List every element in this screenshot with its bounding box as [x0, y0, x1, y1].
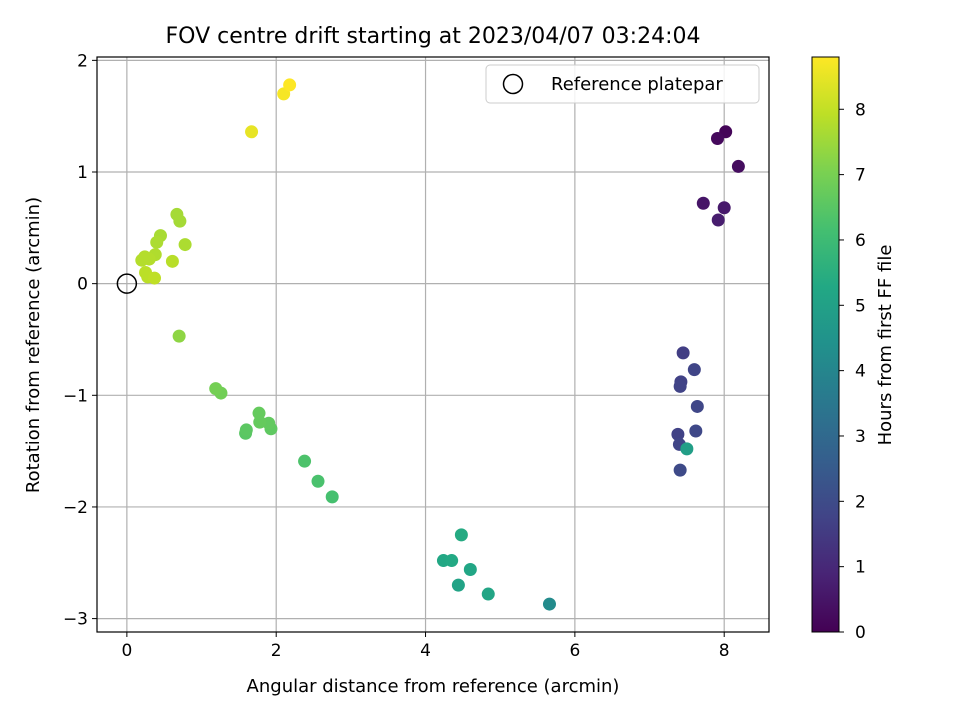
- scatter-point: [463, 562, 477, 576]
- scatter-point: [711, 213, 725, 227]
- x-tick-label: 4: [420, 641, 431, 661]
- y-tick-label: 0: [77, 275, 88, 295]
- scatter-point: [696, 196, 710, 210]
- scatter-point: [283, 78, 297, 92]
- scatter-point: [445, 554, 459, 568]
- scatter-points: [135, 78, 745, 611]
- legend-label: Reference platepar: [551, 74, 723, 95]
- scatter-point: [135, 253, 149, 267]
- scatter-point: [717, 201, 731, 215]
- scatter-point: [298, 454, 312, 468]
- scatter-point: [710, 132, 724, 146]
- y-tick-label: −1: [63, 386, 88, 406]
- colorbar-tick-label: 3: [855, 427, 866, 447]
- y-axis-label: Rotation from reference (arcmin): [23, 197, 44, 493]
- x-tick-label: 8: [719, 641, 730, 661]
- scatter-point: [731, 159, 745, 173]
- scatter-point: [673, 379, 687, 393]
- x-tick-label: 6: [569, 641, 580, 661]
- colorbar-ticks: 0 1 2 3 4 5 6 7 8: [839, 100, 866, 643]
- legend: Reference platepar: [485, 64, 760, 104]
- colorbar-label: Hours from first FF file: [875, 245, 896, 446]
- scatter-point: [252, 406, 266, 420]
- scatter-point: [451, 578, 465, 592]
- scatter-point: [172, 329, 186, 343]
- scatter-point: [481, 587, 495, 601]
- colorbar-tick-label: 2: [855, 492, 866, 512]
- chart-title: FOV centre drift starting at 2023/04/07 …: [166, 24, 701, 49]
- colorbar-tick-label: 6: [855, 231, 866, 251]
- scatter-point: [676, 346, 690, 360]
- scatter-point: [239, 423, 253, 437]
- legend-marker-icon: [502, 73, 524, 95]
- colorbar-tick-label: 8: [855, 100, 866, 120]
- scatter-point: [311, 474, 325, 488]
- x-axis-label: Angular distance from reference (arcmin): [247, 676, 620, 697]
- colorbar-tick-label: 1: [855, 558, 866, 578]
- y-tick-label: 2: [77, 51, 88, 71]
- scatter-point: [147, 271, 161, 285]
- colorbar-tick-label: 4: [855, 362, 866, 382]
- colorbar-tick-label: 0: [855, 623, 866, 643]
- scatter-point: [690, 399, 704, 413]
- y-tick-label: 1: [77, 163, 88, 183]
- scatter-point: [325, 490, 339, 504]
- scatter-point: [687, 363, 701, 377]
- colorbar-tick-label: 5: [855, 296, 866, 316]
- reference-platepar-marker: [116, 273, 138, 294]
- grid: [97, 57, 769, 632]
- y-tick-label: −3: [63, 610, 88, 630]
- scatter-point: [673, 463, 687, 477]
- scatter-point: [454, 528, 468, 542]
- scatter-point: [542, 597, 556, 611]
- colorbar-tick-label: 7: [855, 166, 866, 186]
- x-tick-label: 0: [121, 641, 132, 661]
- scatter-point: [689, 424, 703, 438]
- y-axis-ticks: −3 −2 −1 0 1 2: [63, 51, 97, 630]
- plot-frame: [96, 56, 770, 633]
- scatter-point: [173, 214, 187, 228]
- scatter-point: [671, 427, 685, 441]
- colorbar: [812, 57, 839, 632]
- scatter-point: [245, 125, 259, 139]
- legend-box: [485, 64, 760, 104]
- x-axis-ticks: 0 2 4 6 8: [121, 632, 730, 661]
- colorbar-frame: [811, 56, 840, 633]
- scatter-point: [680, 442, 694, 456]
- x-tick-label: 2: [271, 641, 282, 661]
- scatter-point: [150, 235, 164, 249]
- scatter-point: [178, 238, 192, 252]
- scatter-point: [209, 382, 223, 396]
- y-tick-label: −2: [63, 498, 88, 518]
- scatter-point: [165, 254, 179, 268]
